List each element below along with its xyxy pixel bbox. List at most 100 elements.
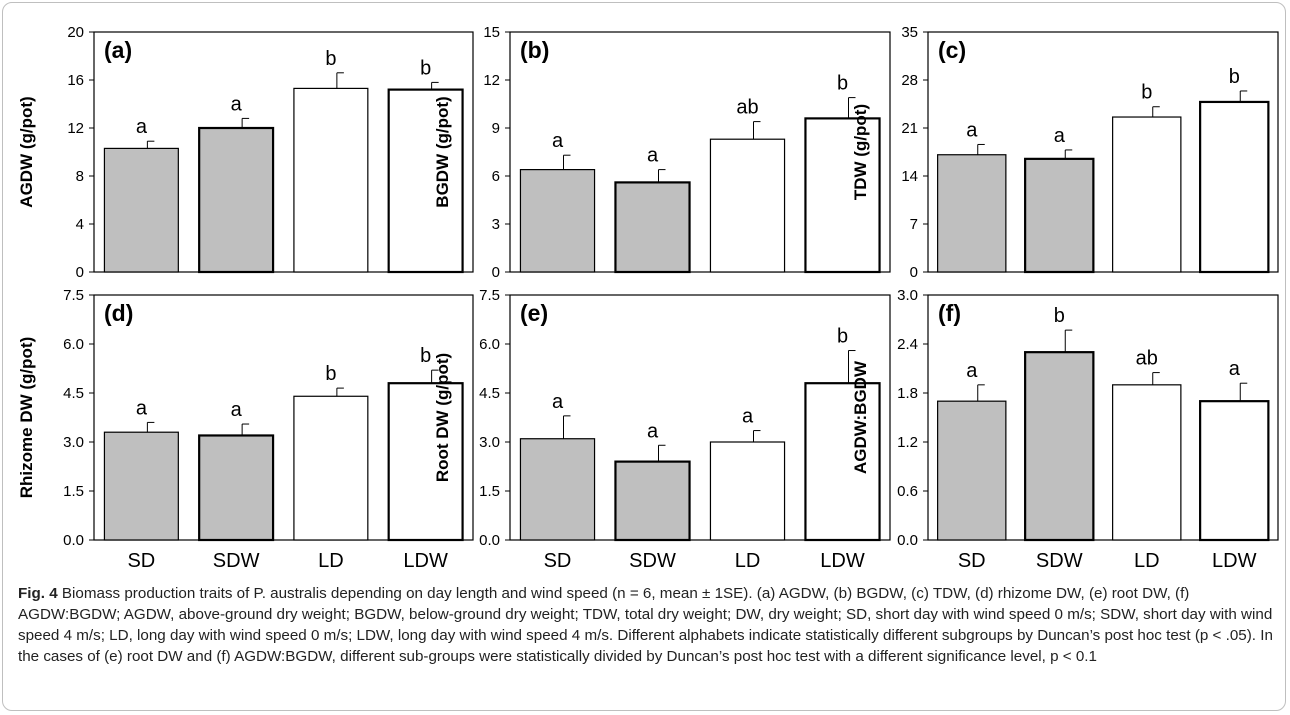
y-tick-label: 1.5: [63, 483, 84, 500]
y-axis-label: Root DW (g/pot): [433, 353, 452, 482]
x-category-label: LD: [1134, 550, 1160, 572]
bar-sdw: [198, 126, 275, 274]
x-category-label: SD: [958, 550, 986, 572]
y-axis-label: Rhizome DW (g/pot): [17, 337, 36, 498]
bar-sdw: [1024, 351, 1095, 542]
bar-ld: [709, 138, 786, 273]
bar-ldw: [387, 88, 464, 274]
figure-label: Fig. 4: [18, 585, 58, 602]
x-category-label: LDW: [1212, 550, 1257, 572]
bar-ld: [293, 87, 369, 273]
bar-ld: [709, 441, 786, 541]
figure-caption: Fig. 4 Biomass production traits of P. a…: [18, 583, 1276, 667]
significance-letter: a: [231, 93, 243, 115]
significance-letter: a: [1229, 358, 1241, 380]
bar-sd: [937, 154, 1007, 273]
y-tick-label: 0: [492, 264, 500, 281]
y-tick-label: 7: [910, 216, 918, 233]
significance-letter: b: [1229, 66, 1240, 88]
bar-sd: [519, 438, 596, 541]
plot-area-frame: [509, 294, 891, 541]
plot-area-frame: [927, 294, 1279, 541]
panel-label: (b): [520, 37, 549, 63]
y-tick-label: 9: [492, 120, 500, 137]
significance-letter: a: [552, 130, 564, 152]
y-axis-label: BGDW (g/pot): [433, 96, 452, 207]
y-tick-label: 4: [76, 216, 84, 233]
y-tick-label: 4.5: [479, 385, 500, 402]
x-category-label: SDW: [213, 550, 260, 572]
y-tick-label: 7.5: [479, 287, 500, 304]
chart-panel-1: 0 4 8 12 16 20 AGDW (g/pot) (a) a a b b: [17, 24, 474, 281]
panel-label: (a): [104, 37, 132, 63]
significance-letter: b: [420, 345, 431, 367]
plot-area-frame: [509, 31, 891, 273]
bar-sdw: [614, 181, 691, 274]
y-tick-label: 0: [910, 264, 918, 281]
significance-letter: b: [837, 73, 848, 95]
bar-ldw: [387, 382, 464, 542]
y-tick-label: 4.5: [63, 385, 84, 402]
caption-text: Biomass production traits of P. australi…: [18, 585, 1273, 665]
x-category-label: SD: [127, 550, 155, 572]
significance-letter: ab: [736, 97, 758, 119]
bar-ldw: [1199, 100, 1270, 274]
significance-letter: a: [742, 406, 754, 428]
y-tick-label: 2.4: [897, 336, 918, 353]
plot-area-frame: [927, 31, 1279, 273]
significance-letter: a: [136, 397, 148, 419]
significance-letter: b: [1141, 82, 1152, 104]
chart-panel-3: 0 7 14 21 28 35 TDW (g/pot) (c) a a b b: [851, 24, 1279, 281]
significance-letter: a: [231, 399, 243, 421]
x-category-label: LDW: [403, 550, 448, 572]
y-tick-label: 6: [492, 168, 500, 185]
y-tick-label: 12: [483, 72, 500, 89]
y-tick-label: 15: [483, 24, 500, 41]
y-tick-label: 8: [76, 168, 84, 185]
panel-label: (c): [938, 37, 966, 63]
significance-letter: b: [325, 48, 336, 70]
bar-sdw: [1024, 157, 1095, 274]
chart-panel-6: 0.0 0.6 1.2 1.8 2.4 3.0 AGDW:BGDW (f) a SD b SDW ab L…: [851, 287, 1279, 572]
y-tick-label: 1.8: [897, 385, 918, 402]
significance-letter: a: [136, 116, 148, 138]
bar-sdw: [198, 434, 275, 542]
bar-ld: [293, 395, 369, 541]
y-tick-label: 7.5: [63, 287, 84, 304]
y-tick-label: 35: [901, 24, 918, 41]
x-category-label: SDW: [629, 550, 676, 572]
y-tick-label: 3.0: [897, 287, 918, 304]
significance-letter: a: [1054, 125, 1066, 147]
plot-area-frame: [93, 294, 474, 541]
y-tick-label: 21: [901, 120, 918, 137]
bar-sd: [519, 169, 596, 273]
y-tick-label: 3: [492, 216, 500, 233]
panel-label: (d): [104, 300, 133, 326]
y-tick-label: 0.0: [897, 532, 918, 549]
significance-letter: a: [647, 145, 659, 167]
y-tick-label: 28: [901, 72, 918, 89]
significance-letter: a: [647, 420, 659, 442]
bar-ldw: [804, 117, 881, 274]
bar-sd: [103, 147, 179, 273]
y-axis-label: AGDW:BGDW: [851, 360, 870, 474]
y-axis-label: AGDW (g/pot): [17, 96, 36, 207]
bar-ld: [1112, 116, 1182, 273]
bar-ld: [1112, 384, 1182, 541]
bar-sdw: [614, 460, 691, 542]
x-category-label: LD: [318, 550, 344, 572]
x-category-label: LD: [735, 550, 761, 572]
significance-letter: b: [325, 363, 336, 385]
y-tick-label: 1.5: [479, 483, 500, 500]
significance-letter: a: [966, 119, 978, 141]
y-tick-label: 12: [67, 120, 84, 137]
y-tick-label: 14: [901, 168, 918, 185]
plot-area-frame: [93, 31, 474, 273]
y-tick-label: 20: [67, 24, 84, 41]
bar-ldw: [1199, 400, 1270, 542]
y-tick-label: 0: [76, 264, 84, 281]
y-tick-label: 16: [67, 72, 84, 89]
chart-panel-2: 0 3 6 9 12 15 BGDW (g/pot) (b) a a ab b: [433, 24, 891, 281]
significance-letter: ab: [1136, 348, 1158, 370]
